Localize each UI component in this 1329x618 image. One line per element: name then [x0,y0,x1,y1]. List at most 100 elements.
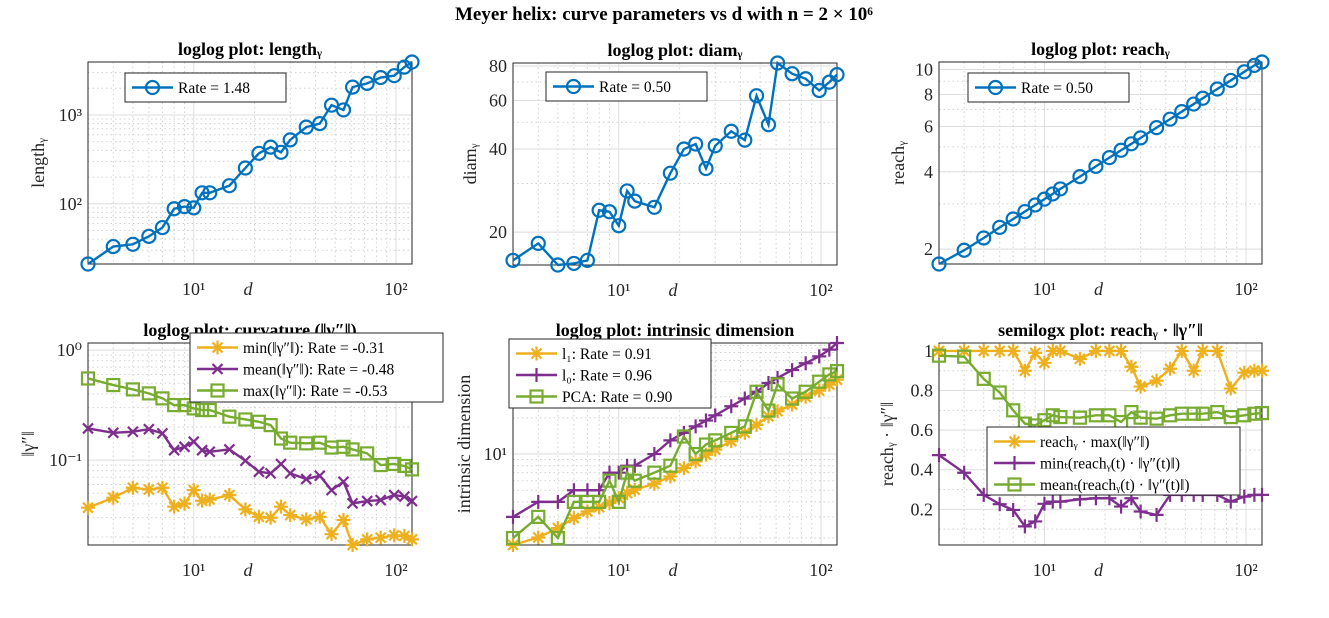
y-tick-label: 10⁻¹ [49,450,82,470]
subplot-title: loglog plot: intrinsic dimension [556,320,795,340]
y-tick-label: 10¹ [484,444,507,464]
data-point [956,242,972,258]
data-point [398,490,411,503]
data-point [1028,345,1043,360]
data-point [1255,487,1269,502]
data-point [314,469,326,482]
legend-entry: Rate = 0.50 [599,79,671,96]
x-tick-label: 10¹ [1033,279,1056,299]
data-point [312,509,327,524]
data-point [386,68,402,84]
legend-marker [1007,477,1022,492]
data-point [1254,406,1270,421]
data-point [1037,496,1052,511]
data-point [253,465,265,478]
y-tick-label: 60 [489,90,507,110]
data-point [177,496,192,511]
data-point [300,473,313,485]
y-tick-label: 0.6 [911,420,934,440]
data-point [784,66,800,82]
legend: reachᵧ · max(‖γ″‖) minₜ(reachᵧ(t) · ‖γ″(t… [986,426,1241,496]
data-point [1254,54,1270,70]
data-point [1237,489,1252,504]
series-1 [932,343,1269,396]
data-point [187,435,200,448]
data-point [345,538,360,552]
legend-marker [210,383,225,398]
x-axis-label: d [669,560,679,580]
data-point [178,441,191,453]
data-point [82,422,94,435]
data-point [273,499,288,514]
data-point [374,494,387,506]
data-point [505,252,521,268]
data-point [324,527,339,542]
data-point [282,132,298,148]
x-tick-label: 10¹ [182,279,205,299]
x-tick-label: 10² [384,560,407,580]
data-point [798,356,813,371]
data-point [238,502,253,517]
data-point [238,412,253,427]
data-point [387,528,402,543]
legend: min(‖γ″‖): Rate = -0.31 mean(‖γ″‖): Rate … [189,332,444,403]
data-point [932,343,946,358]
data-point [388,489,400,501]
data-point [976,371,991,386]
y-tick-label: 1 [924,341,933,361]
data-point [1037,355,1052,370]
data-point [222,409,237,424]
data-point [275,458,287,470]
data-point [202,402,217,418]
data-point [107,427,120,439]
data-point [299,436,314,451]
data-point [647,476,662,491]
data-point [676,429,692,444]
data-point [976,230,992,246]
data-point [785,391,800,406]
subplot-5: 10¹ 10² 10¹ loglog plot: intrinsic dimensio… [454,320,845,580]
data-point [579,252,596,268]
x-axis-label: d [1094,560,1104,580]
data-point [957,465,972,480]
data-point [992,385,1007,400]
data-point [1006,403,1021,418]
data-point [202,492,217,507]
data-point [1053,409,1068,425]
data-point [1101,150,1117,166]
data-point [611,494,626,509]
x-tick-label: 10² [809,560,832,580]
data-point [1114,343,1129,358]
data-point [387,456,402,472]
legend-marker [1007,456,1022,470]
x-axis-label: d [244,279,254,299]
legend-entry: PCA: Rate = 0.90 [562,389,673,406]
legend-entry: l₀: Rate = 0.96 [562,368,652,385]
data-point [105,238,121,255]
axes-box [512,62,838,266]
data-point [698,160,714,177]
axes-box [938,342,1263,546]
data-point [284,467,297,480]
subplot-title: loglog plot: reachᵧ [1031,39,1170,59]
data-point [1114,499,1129,514]
data-point [1088,343,1103,358]
data-point [1052,181,1068,197]
y-tick-label: 0.8 [911,381,934,401]
figure-title: Meyer helix: curve parameters vs d with … [455,4,873,25]
data-point [798,71,814,87]
data-point [1045,186,1061,202]
data-point [601,204,618,220]
data-point [273,431,289,446]
data-point [81,500,95,515]
data-point [620,486,635,501]
series-1 [80,54,420,272]
data-point [106,377,121,393]
data-point [822,377,837,392]
data-point [1088,408,1103,423]
y-axis-label: intrinsic dimension [454,375,474,514]
y-axis-label: reachᵧ [888,141,909,185]
data-point [676,461,691,476]
data-point [194,185,210,201]
data-point [176,199,193,215]
